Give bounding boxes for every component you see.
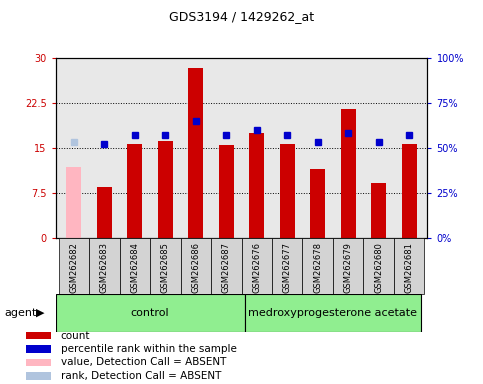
- Text: count: count: [61, 331, 90, 341]
- Text: agent: agent: [5, 308, 37, 318]
- Text: GSM262677: GSM262677: [283, 242, 292, 293]
- Bar: [56, 294, 244, 332]
- Bar: [249, 133, 264, 238]
- Text: GSM262681: GSM262681: [405, 242, 413, 293]
- Text: percentile rank within the sample: percentile rank within the sample: [61, 344, 237, 354]
- Bar: [211, 238, 242, 294]
- Text: GSM262685: GSM262685: [161, 242, 170, 293]
- Bar: [310, 169, 326, 238]
- Text: control: control: [131, 308, 170, 318]
- Bar: [394, 238, 425, 294]
- Bar: [272, 238, 302, 294]
- Bar: [58, 238, 89, 294]
- Text: GSM262686: GSM262686: [191, 242, 200, 293]
- Bar: [341, 109, 356, 238]
- Text: rank, Detection Call = ABSENT: rank, Detection Call = ABSENT: [61, 371, 221, 381]
- Text: GSM262684: GSM262684: [130, 242, 139, 293]
- Bar: [188, 68, 203, 238]
- Text: value, Detection Call = ABSENT: value, Detection Call = ABSENT: [61, 358, 226, 367]
- Bar: [66, 167, 82, 238]
- Bar: [26, 345, 51, 353]
- Bar: [244, 294, 421, 332]
- Text: GSM262680: GSM262680: [374, 242, 383, 293]
- Text: GSM262682: GSM262682: [70, 242, 78, 293]
- Bar: [26, 332, 51, 339]
- Bar: [363, 238, 394, 294]
- Text: ▶: ▶: [36, 308, 45, 318]
- Text: GSM262683: GSM262683: [100, 242, 109, 293]
- Text: GDS3194 / 1429262_at: GDS3194 / 1429262_at: [169, 10, 314, 23]
- Bar: [242, 238, 272, 294]
- Bar: [127, 144, 142, 238]
- Bar: [120, 238, 150, 294]
- Bar: [401, 144, 417, 238]
- Bar: [333, 238, 363, 294]
- Text: GSM262679: GSM262679: [344, 242, 353, 293]
- Bar: [26, 359, 51, 366]
- Bar: [157, 141, 173, 238]
- Bar: [371, 183, 386, 238]
- Bar: [181, 238, 211, 294]
- Bar: [89, 238, 120, 294]
- Text: GSM262678: GSM262678: [313, 242, 322, 293]
- Bar: [302, 238, 333, 294]
- Bar: [150, 238, 181, 294]
- Bar: [219, 145, 234, 238]
- Bar: [97, 187, 112, 238]
- Text: GSM262676: GSM262676: [252, 242, 261, 293]
- Text: medroxyprogesterone acetate: medroxyprogesterone acetate: [248, 308, 417, 318]
- Bar: [280, 144, 295, 238]
- Bar: [26, 372, 51, 380]
- Text: GSM262687: GSM262687: [222, 242, 231, 293]
